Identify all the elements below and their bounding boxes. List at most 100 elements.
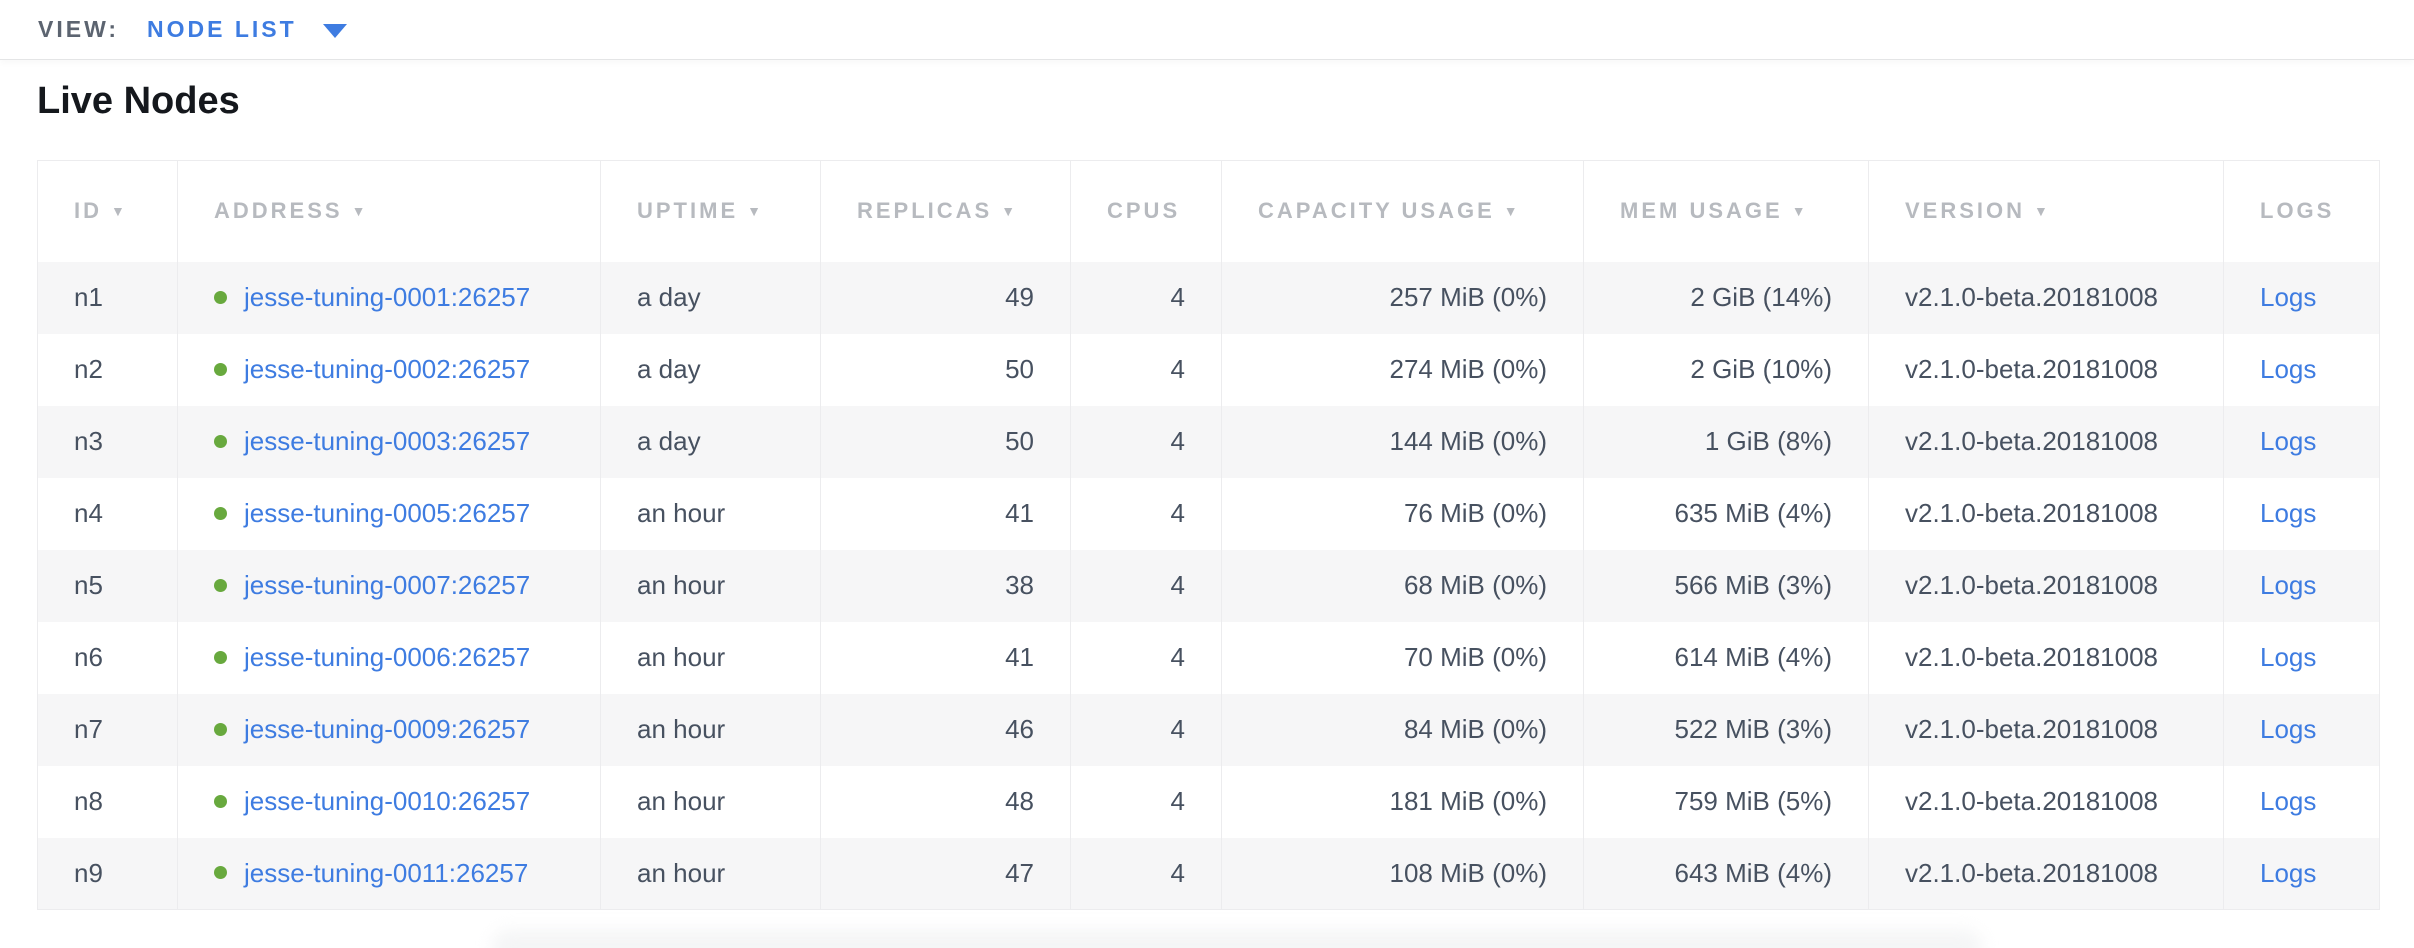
sort-desc-icon: ▼ [2034, 203, 2048, 220]
column-header-version[interactable]: VERSION ▼ [1868, 160, 2224, 262]
node-logs-link[interactable]: Logs [2260, 282, 2317, 312]
node-cpus-cell: 4 [1070, 549, 1222, 622]
live-nodes-section: Live Nodes ID ▼ ADDRESS ▼ UPTIME ▼ REPLICAS… [0, 80, 2414, 910]
node-address-link[interactable]: jesse-tuning-0002:26257 [244, 354, 531, 384]
node-cpus-cell: 4 [1070, 693, 1222, 766]
node-address-link[interactable]: jesse-tuning-0010:26257 [244, 786, 531, 816]
node-logs-link[interactable]: Logs [2260, 786, 2317, 816]
node-uptime-cell: a day [600, 405, 821, 478]
node-cpus-cell: 4 [1070, 621, 1222, 694]
node-address-cell: jesse-tuning-0010:26257 [177, 765, 601, 838]
node-replicas-cell: 47 [820, 837, 1071, 910]
view-dropdown[interactable]: NODE LIST [147, 16, 347, 43]
node-logs-link[interactable]: Logs [2260, 642, 2317, 672]
node-logs-cell: Logs [2223, 477, 2380, 550]
node-replicas-cell: 50 [820, 405, 1071, 478]
column-header-logs: LOGS [2223, 160, 2380, 262]
node-version-cell: v2.1.0-beta.20181008 [1868, 333, 2224, 406]
node-mem-usage-cell: 522 MiB (3%) [1583, 693, 1869, 766]
node-logs-cell: Logs [2223, 837, 2380, 910]
node-address-link[interactable]: jesse-tuning-0006:26257 [244, 642, 531, 672]
node-uptime-cell: an hour [600, 693, 821, 766]
node-id-cell: n1 [74, 282, 103, 312]
node-logs-cell: Logs [2223, 549, 2380, 622]
view-selector-bar: VIEW: NODE LIST [0, 0, 2414, 60]
node-logs-cell: Logs [2223, 405, 2380, 478]
node-address-link[interactable]: jesse-tuning-0011:26257 [244, 857, 529, 888]
node-uptime-cell: an hour [600, 549, 821, 622]
view-dropdown-value: NODE LIST [147, 16, 297, 42]
node-address-link[interactable]: jesse-tuning-0009:26257 [244, 714, 531, 744]
table-row: n9 jesse-tuning-0011:26257 an hour 47 4 … [37, 837, 2380, 910]
node-capacity-usage-cell: 274 MiB (0%) [1221, 333, 1584, 406]
sort-desc-icon: ▼ [1001, 203, 1016, 220]
table-row: n7 jesse-tuning-0009:26257 an hour 46 4 … [37, 693, 2380, 766]
node-version-cell: v2.1.0-beta.20181008 [1868, 765, 2224, 838]
chevron-down-icon [322, 24, 347, 38]
column-header-replicas[interactable]: REPLICAS ▼ [820, 160, 1071, 262]
node-address-cell: jesse-tuning-0002:26257 [177, 333, 601, 406]
node-uptime-cell: an hour [600, 477, 821, 550]
node-mem-usage-cell: 759 MiB (5%) [1583, 765, 1869, 838]
node-replicas-cell: 38 [820, 549, 1071, 622]
table-header-row: ID ▼ ADDRESS ▼ UPTIME ▼ REPLICAS ▼ CPUS CAPA… [37, 160, 2380, 262]
node-replicas-cell: 49 [820, 261, 1071, 334]
node-logs-link[interactable]: Logs [2260, 714, 2317, 744]
node-logs-cell: Logs [2223, 621, 2380, 694]
node-address-link[interactable]: jesse-tuning-0003:26257 [244, 426, 531, 456]
node-capacity-usage-cell: 144 MiB (0%) [1221, 405, 1584, 478]
table-row: n1 jesse-tuning-0001:26257 a day 49 4 25… [37, 261, 2380, 334]
table-body: n1 jesse-tuning-0001:26257 a day 49 4 25… [37, 261, 2380, 910]
node-logs-link[interactable]: Logs [2260, 354, 2317, 384]
column-header-id[interactable]: ID ▼ [37, 160, 178, 262]
node-logs-cell: Logs [2223, 261, 2380, 334]
node-id-cell: n5 [74, 570, 103, 600]
node-replicas-cell: 46 [820, 693, 1071, 766]
node-live-status-icon [214, 434, 227, 448]
node-address-cell: jesse-tuning-0009:26257 [177, 693, 601, 766]
node-live-status-icon [214, 650, 227, 664]
column-header-uptime[interactable]: UPTIME ▼ [600, 160, 821, 262]
node-version-cell: v2.1.0-beta.20181008 [1868, 837, 2224, 910]
node-uptime-cell: an hour [600, 621, 821, 694]
node-address-link[interactable]: jesse-tuning-0001:26257 [244, 282, 531, 312]
node-live-status-icon [214, 722, 227, 736]
column-header-address[interactable]: ADDRESS ▼ [177, 160, 601, 262]
node-mem-usage-cell: 2 GiB (14%) [1583, 261, 1869, 334]
node-live-status-icon [214, 506, 227, 520]
node-uptime-cell: an hour [600, 765, 821, 838]
node-address-link[interactable]: jesse-tuning-0007:26257 [244, 570, 531, 600]
node-live-status-icon [214, 578, 227, 592]
node-replicas-cell: 41 [820, 621, 1071, 694]
sort-desc-icon: ▼ [1791, 203, 1806, 220]
node-logs-link[interactable]: Logs [2260, 498, 2317, 528]
node-uptime-cell: an hour [600, 837, 821, 910]
node-id-cell: n3 [74, 426, 103, 456]
node-capacity-usage-cell: 68 MiB (0%) [1221, 549, 1584, 622]
sort-desc-icon: ▼ [1503, 203, 1518, 220]
node-address-link[interactable]: jesse-tuning-0005:26257 [244, 498, 531, 528]
node-logs-link[interactable]: Logs [2260, 857, 2317, 888]
node-capacity-usage-cell: 70 MiB (0%) [1221, 621, 1584, 694]
column-header-capacity-usage[interactable]: CAPACITY USAGE ▼ [1221, 160, 1584, 262]
next-section-shadow [492, 930, 1982, 948]
column-header-mem-usage[interactable]: MEM USAGE ▼ [1583, 160, 1869, 262]
node-mem-usage-cell: 614 MiB (4%) [1583, 621, 1869, 694]
node-capacity-usage-cell: 76 MiB (0%) [1221, 477, 1584, 550]
node-id-cell: n6 [74, 642, 103, 672]
node-version-cell: v2.1.0-beta.20181008 [1868, 477, 2224, 550]
node-address-cell: jesse-tuning-0011:26257 [177, 837, 601, 910]
view-label: VIEW: [38, 16, 120, 42]
node-address-cell: jesse-tuning-0001:26257 [177, 261, 601, 334]
node-id-cell: n8 [74, 786, 103, 816]
table-row: n2 jesse-tuning-0002:26257 a day 50 4 27… [37, 333, 2380, 406]
node-mem-usage-cell: 1 GiB (8%) [1583, 405, 1869, 478]
node-logs-link[interactable]: Logs [2260, 570, 2317, 600]
node-capacity-usage-cell: 108 MiB (0%) [1221, 837, 1584, 910]
node-logs-link[interactable]: Logs [2260, 426, 2317, 456]
node-version-cell: v2.1.0-beta.20181008 [1868, 261, 2224, 334]
node-capacity-usage-cell: 181 MiB (0%) [1221, 765, 1584, 838]
node-capacity-usage-cell: 84 MiB (0%) [1221, 693, 1584, 766]
node-replicas-cell: 48 [820, 765, 1071, 838]
node-logs-cell: Logs [2223, 765, 2380, 838]
